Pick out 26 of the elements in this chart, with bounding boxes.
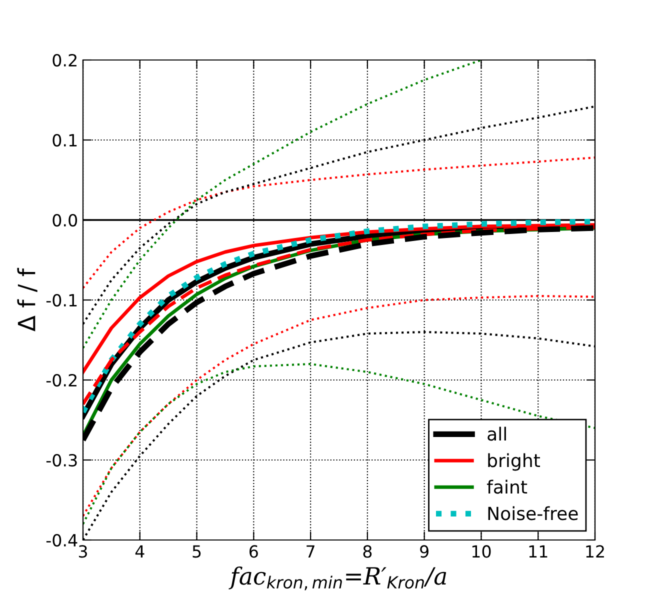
y-tick-label: 0.2 bbox=[52, 54, 76, 67]
legend-label: Noise-free bbox=[488, 506, 578, 520]
legend-label: bright bbox=[488, 453, 540, 471]
x-tick-label: 10 bbox=[472, 545, 491, 558]
x-tick-label: 6 bbox=[250, 545, 258, 558]
x-tick-label: 7 bbox=[306, 545, 314, 558]
legend-label: all bbox=[488, 426, 506, 441]
x-tick-label: 3 bbox=[78, 545, 87, 558]
y-tick-label: 0.0 bbox=[52, 214, 78, 227]
y-axis-title: Δ f / f bbox=[17, 268, 38, 332]
y-tick-label: 0.1 bbox=[52, 134, 77, 147]
line-series bbox=[83, 60, 482, 350]
y-tick-label: -0.2 bbox=[46, 374, 76, 387]
x-tick-label: 5 bbox=[192, 545, 201, 558]
x-axis-title: fac$_{kron,min}$=R′$_{Kron}$/a bbox=[228, 566, 446, 590]
y-tick-label: -0.4 bbox=[46, 534, 78, 547]
x-tick-label: 11 bbox=[529, 545, 548, 558]
line-series bbox=[83, 362, 595, 526]
y-tick-label: -0.3 bbox=[46, 454, 77, 467]
legend-label: faint bbox=[486, 480, 528, 494]
x-tick-label: 4 bbox=[135, 545, 144, 558]
line-series bbox=[83, 156, 595, 290]
x-tick-label: 9 bbox=[420, 545, 428, 558]
x-tick-label: 12 bbox=[586, 545, 604, 558]
x-tick-label: 8 bbox=[363, 545, 372, 558]
y-tick-label: -0.1 bbox=[46, 294, 77, 307]
